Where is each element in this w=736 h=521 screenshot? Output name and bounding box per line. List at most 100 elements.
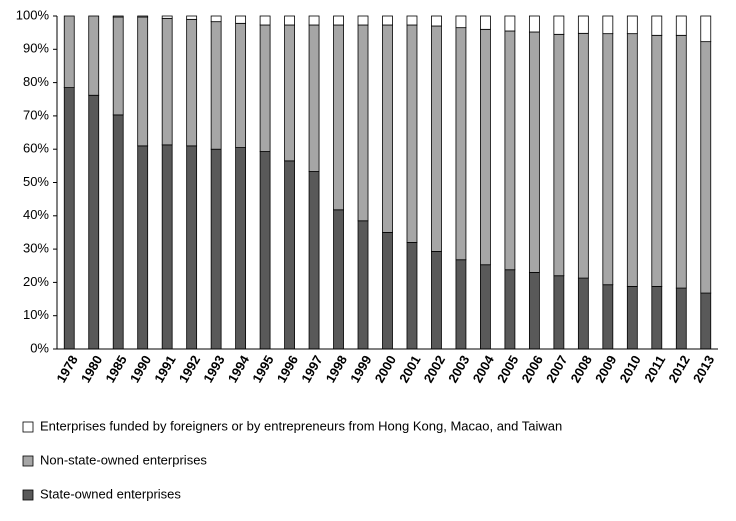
bar-segment [455, 27, 467, 261]
bar-segment [431, 25, 442, 252]
bar-segment [675, 15, 687, 36]
bar-segment [651, 285, 663, 350]
bar-segment [406, 15, 418, 26]
y-tick-label: 10% [23, 307, 49, 322]
x-tick-label: 2003 [445, 353, 472, 386]
y-tick-label: 100% [16, 7, 50, 22]
bar-segment [455, 15, 467, 29]
bar-segment [357, 24, 369, 222]
bar-segment [88, 94, 100, 350]
bar-segment [431, 251, 442, 350]
y-tick-label: 0% [30, 340, 49, 355]
bar-segment [284, 160, 295, 350]
x-tick-label: 2013 [690, 353, 717, 386]
bar-segment [651, 34, 663, 287]
bar-segment [528, 15, 540, 33]
bar-segment [406, 242, 418, 350]
bar-segment [602, 15, 614, 35]
bar-segment [553, 275, 565, 350]
bar-segment [357, 220, 369, 350]
bar-segment [235, 22, 247, 148]
x-tick-label: 2005 [494, 353, 521, 386]
bar-segment [161, 15, 173, 19]
x-tick-label: 1980 [78, 353, 105, 386]
bar-segment [700, 292, 712, 350]
bar-segment [504, 30, 516, 271]
bar-segment [553, 33, 565, 277]
bar-segment [406, 24, 418, 243]
legend-swatch [22, 421, 34, 433]
x-tick-label: 2010 [616, 353, 643, 386]
bar-segment [528, 31, 540, 273]
bar-segment [700, 15, 712, 43]
bar-segment [651, 15, 663, 36]
x-tick-label: 1994 [225, 352, 253, 385]
bar-segment [675, 287, 687, 350]
bar-segment [210, 15, 222, 23]
bar-segment [186, 145, 198, 350]
y-tick-label: 60% [23, 141, 49, 156]
bar-segment [382, 232, 393, 350]
bar-segment [63, 87, 75, 350]
bar-segment [137, 16, 149, 147]
x-tick-label: 2006 [519, 353, 546, 386]
x-tick-label: 1996 [274, 353, 301, 386]
y-tick-label: 70% [23, 107, 49, 122]
x-tick-label: 2009 [592, 353, 619, 386]
bar-segment [137, 15, 149, 18]
bar-segment [577, 15, 589, 34]
x-tick-label: 2007 [543, 353, 570, 386]
x-tick-label: 2008 [567, 353, 594, 386]
bar-segment [186, 18, 198, 147]
bar-segment [602, 33, 614, 286]
x-tick-label: 1985 [102, 353, 129, 386]
bar-segment [577, 32, 589, 279]
legend-swatch [22, 489, 34, 501]
x-tick-label: 1999 [347, 353, 374, 386]
bar-segment [259, 15, 271, 26]
bar-segment [112, 16, 124, 116]
bar-segment [210, 148, 222, 350]
bar-segment [357, 15, 369, 26]
bar-segment [382, 15, 393, 26]
y-tick-label: 80% [23, 74, 49, 89]
y-tick-label: 20% [23, 274, 49, 289]
x-tick-label: 1992 [176, 353, 203, 386]
bar-segment [284, 15, 295, 26]
bar-segment [333, 24, 344, 211]
bar-segment [528, 272, 540, 350]
legend-label: Enterprises funded by foreigners or by e… [40, 418, 562, 433]
bar-segment [504, 269, 516, 350]
bar-segment [112, 15, 124, 18]
bar-segment [480, 264, 491, 350]
bar-segment [480, 15, 491, 30]
y-tick-label: 30% [23, 241, 49, 256]
bar-segment [259, 24, 271, 152]
x-tick-label: 2004 [470, 352, 498, 385]
x-tick-label: 2000 [372, 353, 399, 386]
bar-segment [210, 21, 222, 150]
bar-segment [161, 144, 173, 350]
bar-segment [382, 24, 393, 233]
x-tick-label: 1990 [127, 353, 154, 386]
y-tick-label: 90% [23, 41, 49, 56]
bar-segment [602, 284, 614, 350]
bar-segment [626, 33, 638, 287]
x-tick-label: 2011 [641, 353, 668, 385]
x-tick-label: 1997 [298, 353, 325, 386]
x-tick-label: 1993 [200, 353, 227, 386]
bar-segment [235, 147, 247, 350]
bar-segment [333, 209, 344, 350]
bar-segment [235, 15, 247, 24]
y-tick-label: 50% [23, 174, 49, 189]
bar-segment [455, 259, 467, 350]
bar-segment [626, 285, 638, 350]
x-tick-label: 2012 [665, 353, 692, 386]
bar-segment [553, 15, 565, 35]
legend-swatch [22, 455, 34, 467]
bar-segment [88, 15, 100, 96]
bar-segment [480, 28, 491, 266]
x-tick-label: 2002 [421, 353, 448, 386]
bar-segment [112, 114, 124, 350]
bar-segment [161, 17, 173, 146]
